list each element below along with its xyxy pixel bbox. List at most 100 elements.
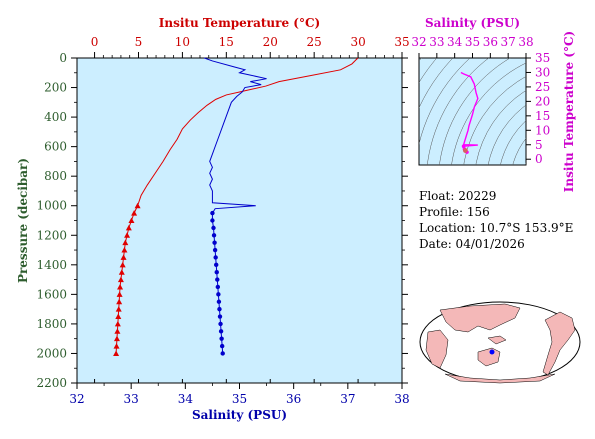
salinity-marker <box>214 262 219 268</box>
salinity-tick-label: 32 <box>69 392 84 406</box>
float-id-line: Float: 20229 <box>419 189 497 203</box>
float-location-marker <box>489 349 495 355</box>
salinity-marker <box>215 277 220 282</box>
date-line: Date: 04/01/2026 <box>419 237 525 251</box>
ts-y-tick-label: 10 <box>535 123 550 137</box>
salinity-profile-line <box>204 57 267 214</box>
pressure-tick-label: 1800 <box>36 317 67 331</box>
pressure-tick-label: 1000 <box>36 199 67 213</box>
ts-y-tick-label: 5 <box>535 138 543 152</box>
temperature-marker <box>120 254 127 260</box>
ts-y-tick-label: 25 <box>535 80 550 94</box>
profile-plot: 0 5 10 15 20 25 30 35 32 33 34 35 36 37 38 0 200 400 600 80… <box>16 16 410 422</box>
profile-axes: 0 5 10 15 20 25 30 35 32 33 34 35 36 37 38 0 200 400 600 80… <box>36 35 409 406</box>
ts-x-tick-label: 35 <box>465 35 480 49</box>
salinity-marker <box>216 292 221 297</box>
temperature-tick-label: 20 <box>263 35 278 49</box>
temperature-marker <box>125 224 132 231</box>
ts-y-tick-label: 20 <box>535 94 550 108</box>
pressure-axis-title: Pressure (decibar) <box>16 158 30 283</box>
salinity-tick-label: 33 <box>124 392 139 406</box>
temperature-marker <box>115 306 122 312</box>
map-land-antarctica <box>444 373 556 384</box>
temperature-tick-label: 30 <box>350 35 365 49</box>
salinity-marker <box>212 240 217 245</box>
temperature-marker <box>113 335 120 342</box>
salinity-marker <box>210 210 215 216</box>
temperature-marker <box>122 239 129 246</box>
temperature-marker <box>116 291 123 297</box>
temperature-marker <box>131 210 138 216</box>
temperature-tick-label: 15 <box>219 35 234 49</box>
ts-marker <box>461 144 466 149</box>
salinity-tick-label: 38 <box>394 392 409 406</box>
pressure-tick-label: 1400 <box>36 258 67 272</box>
temperature-marker <box>113 350 120 356</box>
salinity-marker <box>218 329 224 334</box>
temperature-axis-title: Insitu Temperature (°C) <box>159 16 320 30</box>
world-map <box>419 301 581 384</box>
temperature-tick-label: 0 <box>91 35 99 49</box>
pressure-tick-label: 200 <box>44 81 67 95</box>
ts-y-tick-label: 0 <box>535 152 543 166</box>
pressure-tick-label: 1200 <box>36 228 67 242</box>
temperature-marker <box>118 269 125 275</box>
salinity-marker <box>219 343 225 349</box>
ts-salinity-axis-title: Salinity (PSU) <box>425 16 520 30</box>
profile-number-line: Profile: 156 <box>419 205 490 219</box>
salinity-axis-title: Salinity (PSU) <box>192 408 287 422</box>
ts-curve <box>460 71 479 153</box>
temperature-marker <box>119 261 126 268</box>
temperature-tick-label: 25 <box>307 35 322 49</box>
temperature-marker <box>124 232 131 238</box>
salinity-marker <box>219 336 224 341</box>
pressure-tick-label: 2200 <box>36 376 67 390</box>
location-line: Location: 10.7°S 153.9°E <box>419 221 574 235</box>
pressure-tick-label: 0 <box>59 51 67 65</box>
salinity-marker <box>212 247 218 253</box>
temperature-marker <box>117 276 124 283</box>
ts-series-group <box>460 71 479 154</box>
pressure-tick-label: 800 <box>44 169 67 183</box>
pressure-tick-label: 2000 <box>36 346 67 360</box>
ts-y-tick-label: 15 <box>535 109 550 123</box>
ts-x-tick-label: 38 <box>518 35 533 49</box>
temperature-marker <box>128 217 135 223</box>
map-land-islands <box>487 335 507 345</box>
salinity-marker <box>217 314 223 319</box>
temperature-tick-label: 5 <box>135 35 143 49</box>
pressure-tick-label: 600 <box>44 140 67 154</box>
temperature-tick-label: 35 <box>394 35 409 49</box>
salinity-tick-label: 35 <box>232 392 247 406</box>
temperature-marker <box>117 283 124 290</box>
salinity-marker <box>216 299 222 304</box>
ts-deep-cluster <box>462 148 468 153</box>
temperature-marker <box>116 298 123 305</box>
temperature-marker <box>113 343 120 349</box>
salinity-tick-label: 36 <box>286 392 301 406</box>
temperature-marker <box>114 328 121 334</box>
profile-series-group <box>113 57 359 356</box>
salinity-marker <box>214 270 219 275</box>
salinity-tick-label: 37 <box>340 392 355 406</box>
salinity-marker <box>220 351 225 356</box>
salinity-marker <box>215 284 221 290</box>
ts-x-tick-label: 37 <box>501 35 516 49</box>
temperature-marker <box>134 202 141 209</box>
temperature-marker <box>115 313 122 320</box>
pressure-tick-label: 1600 <box>36 287 67 301</box>
ts-temperature-axis-title: Insitu Temperature (°C) <box>562 31 576 192</box>
salinity-marker <box>211 225 216 231</box>
salinity-marker <box>213 255 218 260</box>
temperature-marker <box>114 320 121 327</box>
salinity-marker <box>218 321 223 327</box>
salinity-marker <box>211 233 217 238</box>
pressure-tick-label: 400 <box>44 110 67 124</box>
ts-y-tick-label: 30 <box>535 65 550 79</box>
map-land-eurasia <box>439 303 521 333</box>
ts-y-tick-label: 35 <box>535 51 550 65</box>
ts-x-tick-label: 32 <box>411 35 426 49</box>
